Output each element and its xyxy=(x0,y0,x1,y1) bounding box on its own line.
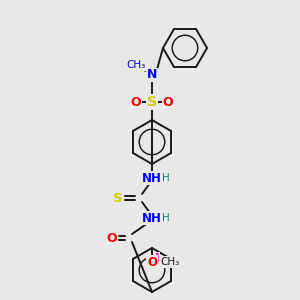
Text: N: N xyxy=(147,68,157,82)
Text: O: O xyxy=(131,95,141,109)
Text: NH: NH xyxy=(142,172,162,184)
Text: CH₃: CH₃ xyxy=(160,257,180,267)
Text: H: H xyxy=(162,213,170,223)
Text: O: O xyxy=(147,256,157,268)
Text: CH₃: CH₃ xyxy=(126,60,146,70)
Text: H: H xyxy=(162,173,170,183)
Text: S: S xyxy=(147,95,157,109)
Text: O: O xyxy=(107,232,117,244)
Text: S: S xyxy=(113,191,123,205)
Text: NH: NH xyxy=(142,212,162,224)
Text: O: O xyxy=(163,95,173,109)
Text: I: I xyxy=(154,253,160,266)
